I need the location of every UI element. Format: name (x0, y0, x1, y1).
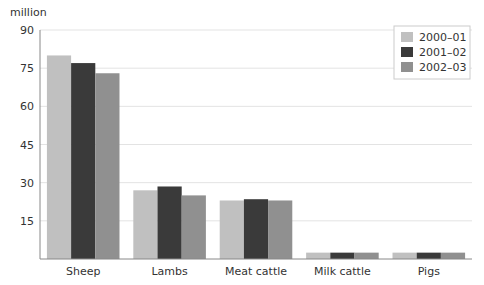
y-tick-label: 75 (20, 62, 34, 75)
x-tick-label: Lambs (151, 265, 188, 278)
x-tick-label: Milk cattle (314, 265, 371, 278)
legend-swatch (401, 47, 413, 57)
bar (306, 253, 330, 259)
y-axis-label: million (10, 6, 47, 19)
legend-label: 2001–02 (419, 46, 467, 59)
bar (47, 55, 71, 259)
bar (268, 200, 292, 259)
bar (393, 253, 417, 259)
bar (441, 253, 465, 259)
bar (133, 190, 157, 259)
y-tick-label: 90 (20, 24, 34, 37)
legend-label: 2000–01 (419, 31, 467, 44)
y-tick-label: 60 (20, 100, 34, 113)
y-tick-label: 15 (20, 215, 34, 228)
legend-swatch (401, 32, 413, 42)
y-tick-label: 45 (20, 139, 34, 152)
y-axis-line (40, 30, 41, 259)
bar (158, 186, 182, 259)
legend-swatch (401, 62, 413, 72)
chart: 15 30 45 60 75 90 million Sheep Lambs Meat cattle… (0, 0, 484, 285)
legend: 2000–01 2001–02 2002–03 (394, 26, 470, 79)
legend-box (394, 26, 470, 79)
bar (354, 253, 378, 259)
x-tick-label: Sheep (66, 265, 100, 278)
x-tick-label: Meat cattle (225, 265, 287, 278)
bar (182, 195, 206, 259)
bar (95, 73, 119, 259)
bar (220, 200, 244, 259)
bar (244, 199, 268, 259)
legend-label: 2002–03 (419, 61, 467, 74)
bar (417, 253, 441, 259)
x-tick-label: Pigs (418, 265, 440, 278)
bar (330, 253, 354, 259)
bar (71, 63, 95, 259)
y-tick-label: 30 (20, 177, 34, 190)
x-axis-line (40, 259, 472, 260)
